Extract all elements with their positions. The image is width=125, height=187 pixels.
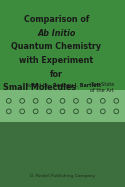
Text: for: for <box>50 70 63 79</box>
Text: The State: The State <box>90 82 114 87</box>
Text: Ab Initio: Ab Initio <box>37 29 76 38</box>
Text: of the Art: of the Art <box>90 88 114 93</box>
Text: Comparison of: Comparison of <box>24 15 89 24</box>
Bar <box>0 90 125 122</box>
Text: with Experiment: with Experiment <box>19 56 93 65</box>
Bar <box>0 122 125 187</box>
Text: D. Reidel Publishing Company: D. Reidel Publishing Company <box>30 174 95 178</box>
Text: Small Molecules: Small Molecules <box>4 83 76 92</box>
Text: Rodney J. Bartlett: Rodney J. Bartlett <box>54 83 102 88</box>
Text: Quantum Chemistry: Quantum Chemistry <box>11 42 101 51</box>
Text: edited by: edited by <box>26 83 49 88</box>
